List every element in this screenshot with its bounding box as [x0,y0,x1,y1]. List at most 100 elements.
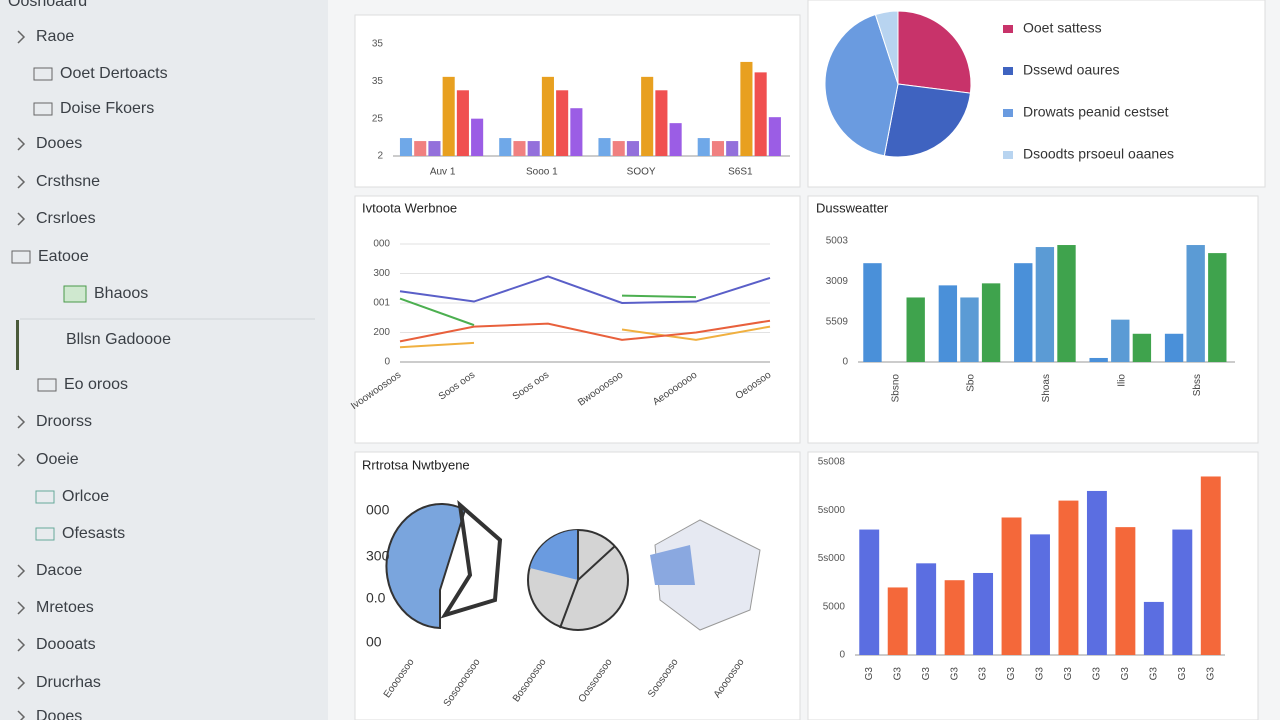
x-tick-label: G3 [1177,667,1188,681]
bar [938,285,958,362]
sidebar-item[interactable]: Dacoe [36,562,82,579]
legend-swatch [1003,151,1013,159]
x-tick-label: G3 [864,667,875,681]
bar [1089,357,1108,362]
y-tick-label: 25 [372,113,384,124]
x-tick-label: G3 [1035,667,1046,681]
y-tick-label: 200 [373,327,390,338]
bar [612,141,625,156]
y-label: 00 [366,634,382,650]
sidebar-item[interactable]: Raoe [36,28,74,45]
sidebar-item[interactable]: Crsrloes [36,210,96,227]
bar [1030,534,1050,655]
x-tick-label: G3 [892,667,903,681]
bar [641,76,654,156]
sidebar-item[interactable]: Droorss [36,413,92,430]
legend-label: Dssewd oaures [1023,62,1120,78]
bar [428,141,441,156]
bar [669,123,682,156]
bar [906,297,925,362]
line [621,294,697,299]
panel [354,195,801,444]
sidebar-item[interactable]: Crsthsne [36,173,100,190]
chevron [17,30,26,44]
legend-label: Dsoodts prsoeul oaanes [1023,146,1174,162]
y-tick-label: 5000 [823,601,846,612]
x-tick-label: Shoas [1041,374,1052,402]
item-icon [11,250,31,264]
panel [807,195,1259,444]
bar [960,297,979,362]
bar [1132,333,1152,362]
shape [559,530,616,629]
bar [570,108,583,156]
y-tick-label: 0 [842,357,848,368]
bar [655,90,668,156]
legend-label: Ooet sattess [1023,20,1102,36]
sidebar-item[interactable]: Eo oroos [64,376,128,393]
chevron [17,638,26,652]
legend-swatch [1003,25,1013,33]
bar [863,263,882,362]
x-tick-label: G3 [978,667,989,681]
bar [1111,319,1130,362]
bar [1208,253,1227,362]
x-tick-label: G3 [1120,667,1131,681]
bar [754,72,767,156]
sidebar-item[interactable]: Eatooe [38,248,89,265]
bar [981,283,1001,362]
bar [944,580,965,655]
legend-swatch [1003,109,1013,117]
panel-title: Rrtrotsa Nwtbyene [362,457,470,472]
bar [1186,245,1205,362]
bar [541,76,554,156]
bar [471,118,484,156]
shape [650,545,695,585]
y-label: 300 [366,548,390,564]
sidebar-item[interactable]: Bllsn Gadoooe [66,331,171,348]
bar [527,141,540,156]
x-tick-label: Sbo [966,374,977,392]
chart-title: Dussweatter [816,200,889,215]
sidebar-item[interactable]: Mretoes [36,599,94,616]
item-icon [33,67,53,81]
sidebar-header: Ooshoaard [8,0,87,10]
sidebar-item[interactable]: Doooats [36,636,96,653]
x-tick-label: G3 [1006,667,1017,681]
line [621,325,771,341]
bar [697,138,710,156]
bar [1172,529,1193,655]
sidebar-item[interactable]: Dooes [36,708,82,720]
bar [916,563,937,655]
sidebar-item[interactable]: Bhaoos [94,285,148,302]
bar [399,138,413,156]
chevron [17,564,26,578]
item-icon [35,490,55,504]
line [399,319,771,343]
sidebar-item[interactable]: Ofesasts [62,525,125,542]
sidebar-item[interactable]: Dooes [36,135,82,152]
decorative-pies [385,499,761,631]
chevron [17,710,26,720]
sidebar-item[interactable]: Ooeie [36,451,79,468]
bar [726,141,739,156]
item-icon [35,527,55,541]
sidebar-item[interactable]: Ooet Dertoacts [60,65,168,82]
chevron [17,175,26,189]
sidebar-item[interactable]: Doise Fkoers [60,100,154,117]
bar [414,141,427,156]
shape [385,503,467,630]
sidebar-item[interactable]: Drucrhas [36,674,101,691]
panel [354,14,801,188]
sidebar-item[interactable]: Orlcoe [62,488,109,505]
item-icon [37,378,57,392]
chevron [17,212,26,226]
bar [1058,500,1079,655]
bar [859,529,880,655]
y-tick-label: 300 [373,268,390,279]
bar [1200,476,1221,655]
x-tick-label: G3 [1092,667,1103,681]
chevron [17,601,26,615]
chevron [17,676,26,690]
